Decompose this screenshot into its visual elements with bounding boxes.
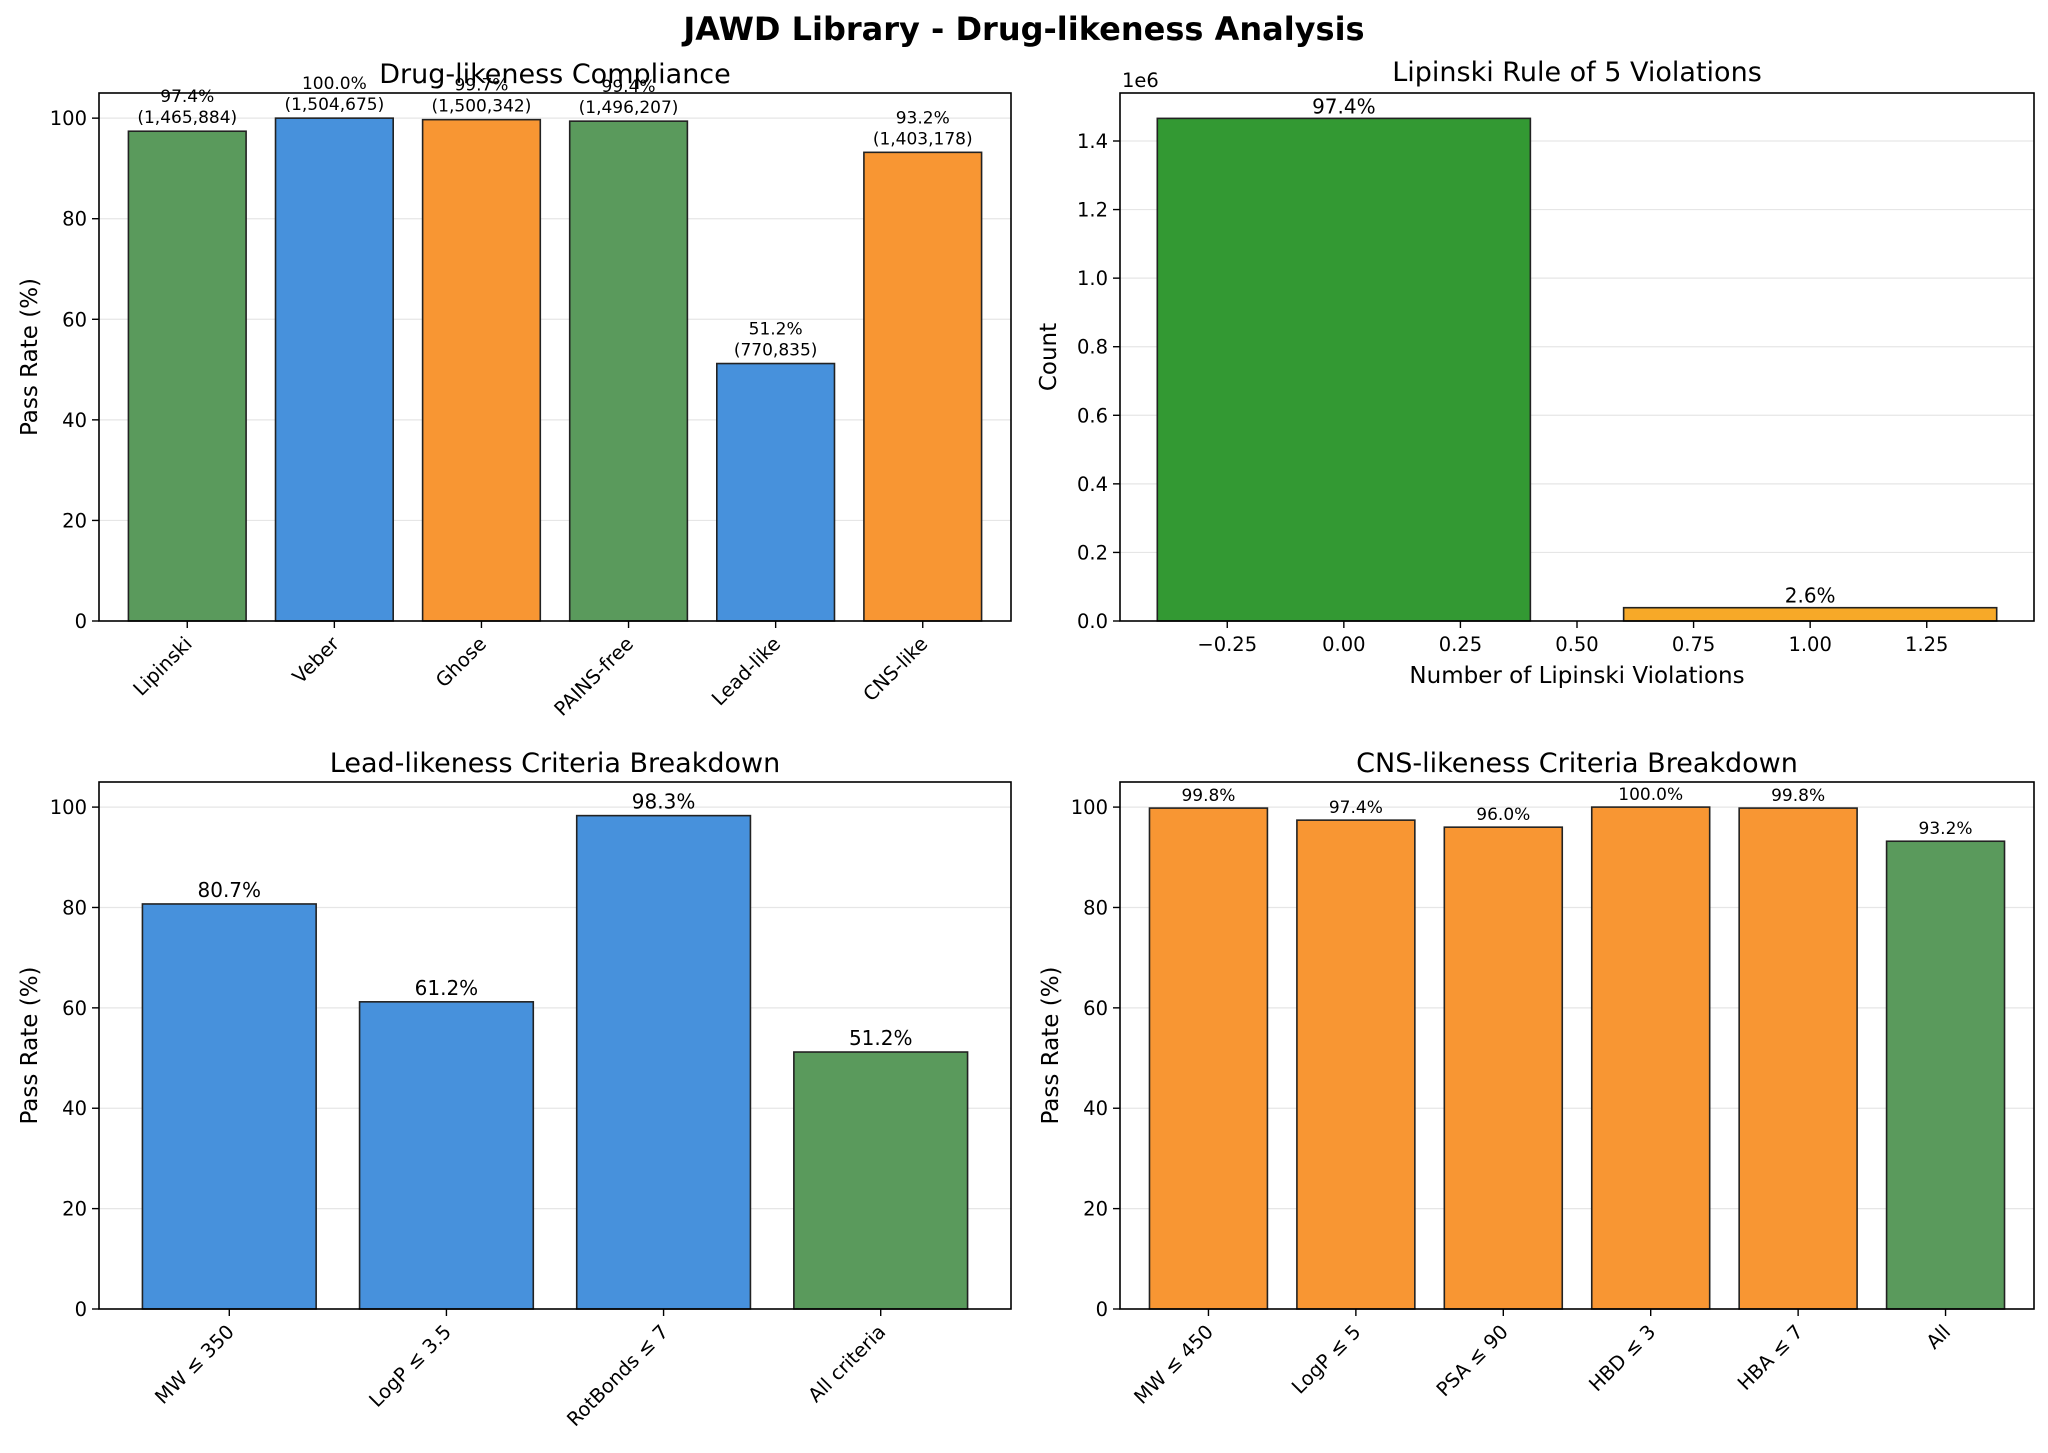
y-tick-label: 0.6 (1077, 404, 1108, 427)
bar (568, 120, 689, 622)
y-tick-label: 1.4 (1077, 130, 1108, 153)
bar-value-label: 51.2% (849, 1026, 913, 1050)
axes-frame (98, 781, 1012, 1310)
chart-title: Lead-likeness Criteria Breakdown (330, 748, 780, 779)
bar-value-label: 97.4% (1329, 798, 1383, 818)
y-tick-label: 0.4 (1077, 473, 1108, 496)
y-axis-label: Pass Rate (%) (17, 278, 43, 436)
bar-percent-label: 51.2% (749, 320, 803, 340)
bar (1156, 117, 1532, 622)
y-tick-label: 20 (1083, 1198, 1108, 1221)
violations-chart: 97.4% 2.6% 0.0 0.2 0.4 0.6 0.8 1.0 1.2 1.4 1e6 −0.2… (1036, 57, 2035, 689)
y-tick-label: 80 (62, 896, 87, 919)
y-axis-label: Count (1036, 323, 1062, 391)
bar-percent-label: 100.0% (302, 74, 367, 94)
y-axis-label: Pass Rate (%) (17, 966, 43, 1124)
y-tick-label: 20 (62, 509, 87, 532)
bar-value-label: 98.3% (632, 790, 696, 814)
chart-title: Lipinski Rule of 5 Violations (1392, 57, 1762, 88)
bar-value-label: 93.2% (1919, 819, 1973, 839)
bar (1443, 826, 1564, 1310)
x-axis-label: Number of Lipinski Violations (1409, 663, 1744, 689)
bar (358, 1001, 535, 1310)
bar (716, 362, 836, 622)
y-offset-label: 1e6 (1122, 69, 1159, 92)
y-tick-label: 80 (1083, 896, 1108, 919)
axes-frame (98, 92, 1012, 622)
bar (1590, 806, 1711, 1310)
y-tick-label: 40 (62, 1097, 87, 1120)
bar (274, 117, 394, 622)
x-tick-label: 0.00 (1322, 633, 1365, 656)
bar (1296, 819, 1416, 1310)
bar (793, 1051, 969, 1310)
bar (1885, 840, 2006, 1310)
x-tick-label: −0.25 (1197, 633, 1257, 656)
cns-likeness-chart: 99.8% 97.4% 96.0% 100.0% 99.8% 93.2% 0 20 40 60 80… (1038, 748, 2035, 1409)
bar-value-label: 2.6% (1785, 584, 1836, 608)
y-tick-label: 100 (1071, 796, 1108, 819)
bar-value-label: 96.0% (1476, 805, 1530, 825)
bar-value-label: 97.4% (1312, 94, 1376, 118)
y-tick-label: 80 (62, 208, 87, 231)
bar (863, 151, 983, 622)
y-axis-label: Pass Rate (%) (1038, 966, 1064, 1124)
x-tick-label: 0.50 (1555, 633, 1598, 656)
bar (1148, 807, 1269, 1310)
y-tick-label: 40 (62, 409, 87, 432)
bar-value-label: 100.0% (1618, 785, 1683, 805)
y-tick-label: 0.2 (1077, 541, 1108, 564)
bar-value-label: 80.7% (198, 878, 262, 902)
bar (575, 814, 752, 1310)
y-tick-label: 100 (50, 796, 87, 819)
y-tick-label: 60 (62, 308, 87, 331)
x-tick-label: 0.25 (1439, 633, 1482, 656)
bar-percent-label: 93.2% (896, 108, 950, 128)
bar-percent-label: 97.4% (160, 87, 214, 107)
bar-count-label: (1,504,675) (284, 95, 384, 115)
x-tick-label: 1.25 (1905, 633, 1948, 656)
y-tick-label: 0.8 (1077, 336, 1108, 359)
bar (421, 118, 542, 622)
bar-count-label: (770,835) (734, 341, 818, 361)
y-tick-label: 0.0 (1077, 610, 1108, 633)
y-tick-label: 60 (1083, 997, 1108, 1020)
x-tick-label: 0.75 (1672, 633, 1715, 656)
bar-percent-label: 99.4% (602, 77, 656, 97)
y-tick-label: 100 (50, 107, 87, 130)
axes-frame (1119, 781, 2035, 1310)
y-tick-label: 1.2 (1077, 199, 1108, 222)
bar-count-label: (1,403,178) (873, 129, 973, 149)
chart-title: CNS-likeness Criteria Breakdown (1356, 748, 1798, 779)
bar-count-label: (1,496,207) (579, 98, 679, 118)
y-tick-label: 0 (1096, 1298, 1108, 1321)
bar (141, 903, 317, 1310)
chart-title: Drug-likeness Compliance (379, 59, 731, 90)
bar (127, 130, 247, 622)
y-tick-label: 0 (75, 1298, 87, 1321)
bar-count-label: (1,465,884) (137, 108, 237, 128)
y-tick-label: 60 (62, 997, 87, 1020)
figure-title: JAWD Library - Drug-likeness Analysis (681, 10, 1364, 48)
x-tick-label: 1.00 (1788, 633, 1831, 656)
bar-value-label: 61.2% (415, 976, 479, 1000)
y-tick-label: 0 (75, 610, 87, 633)
y-tick-label: 1.0 (1077, 267, 1108, 290)
bar-value-label: 99.8% (1771, 786, 1825, 806)
bar (1622, 606, 1998, 622)
bar-value-label: 99.8% (1181, 786, 1235, 806)
bar (1738, 807, 1858, 1310)
y-tick-label: 20 (62, 1198, 87, 1221)
bar-percent-label: 99.7% (454, 76, 508, 96)
y-tick-label: 40 (1083, 1097, 1108, 1120)
bar-count-label: (1,500,342) (432, 97, 532, 117)
